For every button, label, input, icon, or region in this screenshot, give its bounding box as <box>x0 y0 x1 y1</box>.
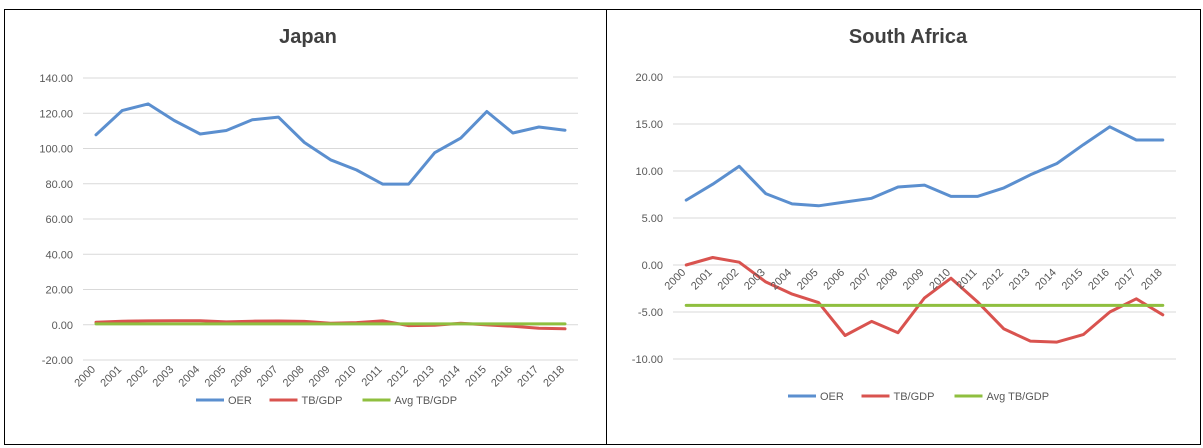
japan-line-chart: Japan 140.00 120.00 100.00 80.00 60.00 40.00 20… <box>39 26 578 407</box>
x-tick-label: 2013 <box>411 364 437 390</box>
legend-label: TB/GDP <box>894 391 935 403</box>
frame-top-border <box>4 9 1201 10</box>
x-tick-label: 2005 <box>203 364 229 390</box>
frame-bottom-border <box>4 444 1201 445</box>
x-tick-label: 2009 <box>307 364 333 390</box>
chart-panel-south-africa: South Africa 20.00 15.00 10.00 5.00 0.00 -5.00… <box>608 10 1198 440</box>
legend-label: OER <box>228 395 252 407</box>
x-tick-label: 2007 <box>848 267 874 293</box>
chart-panel-japan: Japan 140.00 120.00 100.00 80.00 60.00 40.00 20… <box>6 10 604 440</box>
y-tick-label: -5.00 <box>638 307 663 319</box>
legend-label: Avg TB/GDP <box>395 395 458 407</box>
x-tick-label: 2006 <box>821 267 847 293</box>
x-tick-label: 2000 <box>72 364 98 390</box>
legend-entry: Avg TB/GDP <box>362 395 458 407</box>
x-tick-label: 2008 <box>874 267 900 293</box>
x-tick-label: 2010 <box>333 364 359 390</box>
south-africa-line-chart: South Africa 20.00 15.00 10.00 5.00 0.00 -5.00… <box>632 26 1176 403</box>
y-tick-label: 0.00 <box>642 260 663 272</box>
series-line <box>684 125 1165 208</box>
x-tick-label: 2000 <box>663 267 689 293</box>
legend-entry: OER <box>196 395 252 407</box>
frame-middle-border <box>606 9 607 445</box>
x-tick-label: 2018 <box>541 364 567 390</box>
chart-title: South Africa <box>849 26 968 48</box>
y-tick-label: 0.00 <box>52 320 73 332</box>
legend-label: TB/GDP <box>302 395 343 407</box>
x-tick-label: 2001 <box>98 364 124 390</box>
x-tick-label: 2018 <box>1139 267 1165 293</box>
x-tick-label: 2006 <box>229 364 255 390</box>
y-tick-label: 20.00 <box>45 285 73 297</box>
series-oer <box>684 125 1165 208</box>
series-tb-gdp <box>684 256 1165 344</box>
x-tick-label: 2002 <box>716 267 742 293</box>
x-tick-label: 2003 <box>151 364 177 390</box>
x-tick-label: 2014 <box>1033 267 1059 293</box>
x-tick-label: 2004 <box>177 364 203 390</box>
y-tick-label: 10.00 <box>635 166 663 178</box>
x-tick-label: 2011 <box>360 364 385 389</box>
y-tick-label: 40.00 <box>45 249 73 261</box>
x-tick-label: 2016 <box>489 364 515 390</box>
x-tick-label: 2001 <box>689 267 715 293</box>
y-tick-label: 140.00 <box>39 73 73 85</box>
series-oer <box>94 102 567 186</box>
x-tick-label: 2017 <box>1113 267 1139 293</box>
legend-entry: TB/GDP <box>861 391 935 403</box>
y-tick-label: 120.00 <box>39 108 73 120</box>
x-tick-label: 2008 <box>281 364 307 390</box>
y-tick-label: 60.00 <box>45 214 73 226</box>
legend-entry: TB/GDP <box>269 395 343 407</box>
y-tick-label: 5.00 <box>642 213 663 225</box>
y-tick-label: 100.00 <box>39 144 73 156</box>
legend-label: OER <box>820 391 844 403</box>
x-tick-label: 2011 <box>954 267 979 292</box>
frame-right-border <box>1200 9 1201 445</box>
x-tick-label: 2007 <box>255 364 281 390</box>
x-tick-label: 2016 <box>1086 267 1112 293</box>
chart-title: Japan <box>279 26 337 48</box>
legend-entry: OER <box>788 391 844 403</box>
x-tick-label: 2002 <box>124 364 150 390</box>
series-line <box>94 102 567 186</box>
frame-left-border <box>4 9 5 445</box>
legend-entry: Avg TB/GDP <box>954 391 1050 403</box>
x-tick-label: 2017 <box>515 364 541 390</box>
y-tick-label: 20.00 <box>635 72 663 84</box>
legend-label: Avg TB/GDP <box>987 391 1050 403</box>
x-tick-label: 2005 <box>795 267 821 293</box>
x-tick-label: 2013 <box>1007 267 1033 293</box>
x-tick-label: 2009 <box>901 267 927 293</box>
y-tick-label: -10.00 <box>632 354 663 366</box>
y-tick-label: -20.00 <box>42 355 73 367</box>
x-tick-label: 2015 <box>463 364 489 390</box>
y-tick-label: 80.00 <box>45 179 73 191</box>
x-tick-label: 2015 <box>1060 267 1086 293</box>
y-tick-label: 15.00 <box>635 119 663 131</box>
x-tick-label: 2014 <box>437 364 463 390</box>
x-tick-label: 2012 <box>980 267 1006 293</box>
x-tick-label: 2012 <box>385 364 411 390</box>
